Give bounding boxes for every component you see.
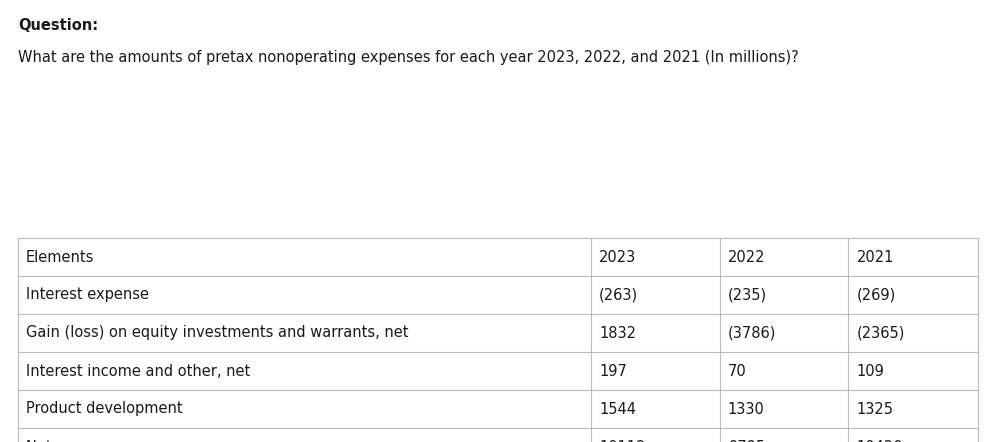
Text: (269): (269) — [856, 287, 895, 302]
Text: Interest expense: Interest expense — [26, 287, 149, 302]
Text: (235): (235) — [727, 287, 766, 302]
Text: 2022: 2022 — [727, 249, 764, 264]
Text: Gain (loss) on equity investments and warrants, net: Gain (loss) on equity investments and wa… — [26, 325, 409, 340]
Text: Interest income and other, net: Interest income and other, net — [26, 363, 250, 378]
Text: 1832: 1832 — [598, 325, 635, 340]
Text: Question:: Question: — [18, 18, 98, 33]
Text: Elements: Elements — [26, 249, 94, 264]
Text: 1325: 1325 — [856, 401, 893, 416]
Text: (263): (263) — [598, 287, 637, 302]
Text: 197: 197 — [598, 363, 626, 378]
Text: 1544: 1544 — [598, 401, 635, 416]
Text: 10420: 10420 — [856, 439, 903, 442]
Text: 70: 70 — [727, 363, 746, 378]
Text: 2023: 2023 — [598, 249, 636, 264]
Text: 109: 109 — [856, 363, 884, 378]
Text: 2021: 2021 — [856, 249, 893, 264]
Text: (3786): (3786) — [727, 325, 775, 340]
Text: 9795: 9795 — [727, 439, 764, 442]
Text: Product development: Product development — [26, 401, 183, 416]
Text: Net revenues: Net revenues — [26, 439, 124, 442]
Text: What are the amounts of pretax nonoperating expenses for each year 2023, 2022, a: What are the amounts of pretax nonoperat… — [18, 50, 798, 65]
Text: 10112: 10112 — [598, 439, 645, 442]
Text: (2365): (2365) — [856, 325, 904, 340]
Text: 1330: 1330 — [727, 401, 763, 416]
